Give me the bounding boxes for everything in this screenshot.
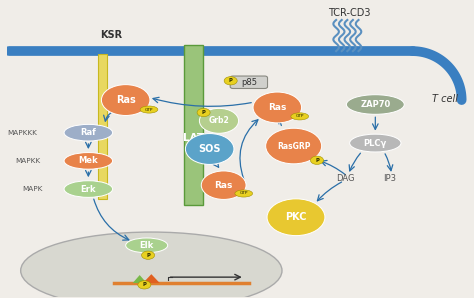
Text: T cell: T cell	[432, 94, 458, 103]
Text: P: P	[142, 282, 146, 287]
Text: P: P	[315, 158, 319, 163]
Ellipse shape	[235, 190, 253, 197]
Text: RasGRP: RasGRP	[277, 142, 310, 150]
Text: GTP: GTP	[239, 192, 248, 195]
Ellipse shape	[346, 95, 404, 114]
Text: Ras: Ras	[214, 181, 233, 190]
Ellipse shape	[64, 181, 113, 197]
Text: LAT: LAT	[183, 133, 204, 143]
Text: Grb2: Grb2	[209, 116, 229, 125]
Text: PKC: PKC	[285, 212, 307, 222]
Ellipse shape	[21, 232, 282, 298]
FancyBboxPatch shape	[230, 76, 267, 89]
Circle shape	[138, 281, 151, 289]
Circle shape	[253, 92, 301, 123]
Text: IP3: IP3	[383, 174, 396, 183]
Text: P: P	[146, 253, 150, 258]
Text: Raf: Raf	[81, 128, 96, 137]
Text: DAG: DAG	[336, 174, 354, 183]
Circle shape	[185, 134, 234, 164]
Text: MAPK: MAPK	[23, 186, 43, 192]
Ellipse shape	[126, 238, 168, 253]
Text: P: P	[201, 110, 206, 115]
Circle shape	[310, 156, 324, 164]
Bar	[98, 54, 107, 199]
Text: MAPKK: MAPKK	[15, 158, 40, 164]
Ellipse shape	[291, 113, 309, 120]
Circle shape	[265, 128, 322, 164]
Polygon shape	[133, 275, 146, 283]
Text: TCR-CD3: TCR-CD3	[328, 7, 371, 18]
Text: ZAP70: ZAP70	[360, 100, 391, 109]
Circle shape	[201, 171, 246, 199]
Circle shape	[267, 199, 325, 236]
Ellipse shape	[350, 134, 401, 152]
Text: GTP: GTP	[145, 108, 153, 111]
Text: SOS: SOS	[199, 144, 221, 154]
Ellipse shape	[64, 124, 113, 141]
Circle shape	[142, 251, 155, 259]
Polygon shape	[143, 274, 160, 283]
Ellipse shape	[140, 106, 158, 113]
Circle shape	[224, 77, 237, 85]
Text: Erk: Erk	[81, 184, 96, 193]
Text: Ras: Ras	[268, 103, 286, 112]
Text: Ras: Ras	[116, 95, 136, 105]
Text: Mek: Mek	[79, 156, 98, 165]
Text: PLCγ: PLCγ	[364, 139, 387, 148]
Ellipse shape	[64, 153, 113, 169]
Circle shape	[200, 108, 238, 133]
Text: MAPKKK: MAPKKK	[7, 130, 37, 136]
Circle shape	[197, 108, 210, 117]
Text: KSR: KSR	[100, 30, 122, 40]
Text: GTP: GTP	[295, 114, 304, 118]
Text: p85: p85	[241, 78, 257, 87]
Text: P: P	[229, 78, 233, 83]
Text: Elk: Elk	[139, 241, 154, 250]
Circle shape	[101, 85, 150, 116]
Bar	[184, 45, 203, 205]
